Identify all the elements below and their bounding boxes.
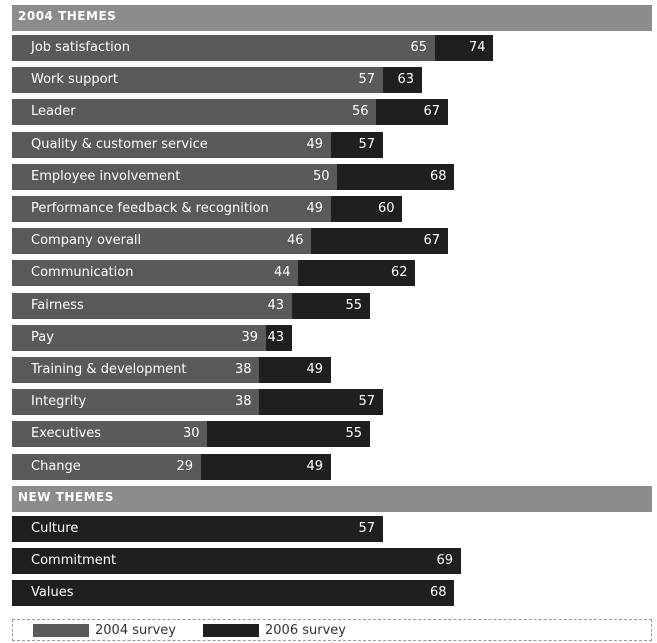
bar-2006	[12, 548, 461, 574]
value-label-2004: 56	[352, 104, 369, 120]
row-label: Company overall	[31, 233, 142, 249]
value-label-2004: 43	[267, 297, 285, 313]
legend-swatch-2004	[33, 624, 89, 637]
value-label-2006: 63	[397, 72, 415, 88]
value-label-2004: 44	[274, 265, 291, 281]
bar-2004	[12, 228, 311, 255]
value-label-2006: 67	[423, 233, 441, 249]
value-label-2004: 30	[183, 426, 200, 442]
row-label: Culture	[31, 520, 79, 536]
row-label: Commitment	[31, 553, 117, 568]
row-label: Values	[31, 585, 74, 601]
row-label: Leader	[31, 104, 76, 120]
value-label-2004: 49	[306, 136, 324, 152]
bar-2004	[12, 292, 292, 319]
value-label-2004: 39	[241, 329, 259, 345]
value-label-2004: 38	[235, 394, 252, 410]
bar-2004	[12, 324, 266, 351]
value-label-2004: 50	[313, 168, 330, 184]
value-label-2006: 68	[430, 168, 447, 184]
value-label-2006: 67	[423, 104, 441, 120]
bar-2004	[12, 421, 207, 448]
value-label-2006: 57	[358, 520, 376, 536]
row-label: Executives	[31, 426, 102, 442]
value-label-2004: 65	[410, 40, 428, 55]
bar-2004	[12, 260, 298, 287]
bar-2004	[12, 67, 383, 94]
legend-label-2006: 2006 survey	[265, 623, 346, 638]
row-label: Integrity	[31, 394, 87, 410]
bar-2004	[12, 99, 376, 126]
row-label: Training & development	[31, 362, 187, 377]
row-label: Work support	[31, 72, 118, 88]
value-label-2006: 60	[378, 201, 395, 216]
bar-2004	[12, 163, 337, 190]
value-label-2004: 57	[358, 72, 376, 88]
value-label-2006: 55	[345, 297, 363, 313]
value-label-2006: 49	[306, 362, 324, 377]
row-label: Job satisfaction	[31, 40, 130, 55]
row-label: Performance feedback & recognition	[31, 201, 269, 216]
group-header: NEW THEMES	[12, 485, 652, 512]
value-label-2006: 49	[306, 458, 324, 474]
row-label: Fairness	[31, 297, 84, 313]
bar-2004	[12, 131, 331, 158]
value-label-2004: 29	[176, 458, 194, 474]
value-label-2004: 49	[306, 201, 324, 216]
row-label: Quality & customer service	[31, 136, 208, 152]
bar-2006	[12, 580, 454, 607]
value-label-2006: 74	[469, 40, 486, 55]
bar-2004	[12, 357, 259, 383]
value-label-2004: 38	[235, 362, 252, 377]
value-label-2006: 43	[267, 329, 285, 345]
legend: 2004 survey 2006 survey	[12, 619, 652, 641]
row-label: Communication	[31, 265, 134, 281]
value-label-2006: 57	[358, 394, 376, 410]
value-label-2006: 69	[436, 553, 454, 568]
bar-2004	[12, 35, 435, 61]
bar-2004	[12, 453, 201, 480]
value-label-2006: 68	[430, 585, 447, 601]
row-label: Pay	[31, 329, 54, 345]
group-header-title: 2004 THEMES	[18, 9, 117, 23]
value-label-2006: 62	[391, 265, 408, 281]
group-header-title: NEW THEMES	[18, 489, 114, 504]
row-label: Employee involvement	[31, 168, 181, 184]
value-label-2006: 57	[358, 136, 376, 152]
bar-2004	[12, 196, 331, 222]
bar-2006	[12, 515, 383, 542]
bar-2004	[12, 389, 259, 416]
group-header: 2004 THEMES	[12, 5, 652, 31]
value-label-2004: 46	[287, 233, 304, 249]
row-label: Change	[31, 458, 81, 474]
legend-swatch-2006	[203, 624, 259, 637]
legend-label-2004: 2004 survey	[95, 623, 176, 638]
value-label-2006: 55	[345, 426, 363, 442]
